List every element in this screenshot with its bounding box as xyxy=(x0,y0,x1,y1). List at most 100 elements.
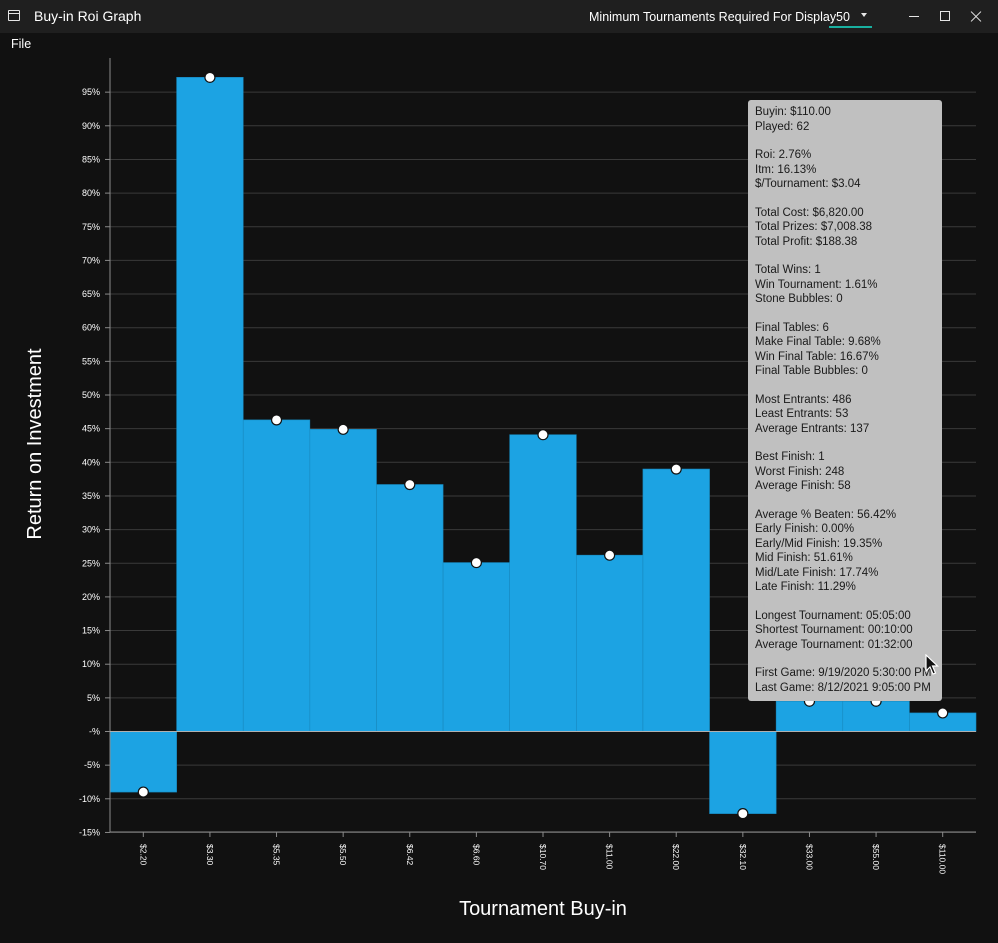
tooltip-spacer xyxy=(755,192,935,206)
tooltip-line: Make Final Table: 9.68% xyxy=(755,336,881,348)
maximize-icon[interactable] xyxy=(932,5,958,29)
x-tick-label: $6.60 xyxy=(471,844,481,866)
tooltip-line: Final Tables: 6 xyxy=(755,321,829,334)
point-marker xyxy=(537,429,549,441)
tooltip-line: Last Game: 8/12/2021 9:05:00 PM xyxy=(755,681,931,694)
tooltip-line: Total Prizes: $7,008.38 xyxy=(755,221,872,233)
tooltip-spacer xyxy=(755,379,935,393)
tooltip-spacer xyxy=(755,249,935,263)
tooltip-line: Longest Tournament: 05:05:00 xyxy=(755,609,911,622)
bar xyxy=(309,429,377,732)
tooltip-line: Total Profit: $188.38 xyxy=(755,235,858,248)
y-tick-label: 25% xyxy=(82,558,100,568)
y-tick-label: 70% xyxy=(82,255,100,265)
y-tick-label: 35% xyxy=(82,491,100,501)
y-tick-label: 85% xyxy=(82,154,100,164)
tooltip-line: Mid/Late Finish: 17.74% xyxy=(755,566,879,579)
point-marker xyxy=(204,71,216,83)
tooltip-line: Worst Finish: 248 xyxy=(755,465,845,478)
point-marker xyxy=(137,786,149,798)
tooltip-line: Total Wins: 1 xyxy=(755,264,821,276)
tooltip-line: Early Finish: 0.00% xyxy=(755,523,855,535)
bar xyxy=(109,731,177,793)
y-tick-label: 15% xyxy=(82,626,100,636)
x-axis-title: Tournament Buy-in xyxy=(459,898,627,920)
tick-labels: -15% -10% -5% -% 5% 10% 15% 20% 25% 30% 35% 40% 45% 5… xyxy=(79,87,948,874)
x-tick-label: $55.00 xyxy=(871,844,881,870)
tooltip-line: $/Tournament: $3.04 xyxy=(755,178,861,190)
y-axis-title: Return on Investment xyxy=(24,348,46,540)
axes xyxy=(105,58,976,837)
x-tick-label: $3.30 xyxy=(205,844,215,866)
x-tick-label: $32.10 xyxy=(738,844,748,870)
tooltip-line: Roi: 2.76% xyxy=(755,149,812,161)
tooltip-spacer xyxy=(755,595,935,609)
bar xyxy=(442,562,510,732)
tooltip-line: Best Finish: 1 xyxy=(755,451,825,463)
tooltip-spacer xyxy=(755,134,935,148)
tooltip-line: Average Entrants: 137 xyxy=(755,422,870,435)
bar xyxy=(709,731,777,814)
min-tournaments-value: 50 xyxy=(836,10,850,24)
y-tick-label: 75% xyxy=(82,222,100,232)
bar xyxy=(376,484,444,732)
minimize-icon[interactable] xyxy=(901,5,927,29)
bar xyxy=(176,77,244,732)
y-tick-label: 50% xyxy=(82,390,100,400)
tooltip-line: Itm: 16.13% xyxy=(755,163,817,176)
chevron-down-icon xyxy=(861,13,867,17)
bar xyxy=(509,434,577,732)
tooltip-line: Late Finish: 11.29% xyxy=(755,581,856,593)
x-tick-label: $10.70 xyxy=(538,844,548,870)
point-marker xyxy=(604,549,616,561)
y-tick-label: 60% xyxy=(82,323,100,333)
tooltip-line: Shortest Tournament: 00:10:00 xyxy=(755,624,913,636)
y-tick-label: 90% xyxy=(82,121,100,131)
tooltip-line: Early/Mid Finish: 19.35% xyxy=(755,537,883,550)
tooltip-line: Least Entrants: 53 xyxy=(755,408,849,420)
x-tick-label: $2.20 xyxy=(138,844,148,866)
x-tick-label: $22.00 xyxy=(671,844,681,870)
y-tick-label: 95% xyxy=(82,87,100,97)
y-tick-label: -10% xyxy=(79,794,100,804)
x-tick-label: $5.50 xyxy=(338,844,348,866)
title-bar: Buy-in Roi Graph Minimum Tournaments Req… xyxy=(0,0,998,33)
x-tick-label: $11.00 xyxy=(605,844,615,870)
y-tick-label: -% xyxy=(89,727,100,737)
x-tick-label: $6.42 xyxy=(405,844,415,866)
y-tick-label: 10% xyxy=(82,659,100,669)
x-tick-label: $110.00 xyxy=(938,844,948,874)
bars xyxy=(109,77,977,814)
tooltip-spacer xyxy=(755,436,935,450)
tooltip-line: Average % Beaten: 56.42% xyxy=(755,508,897,521)
window-title: Buy-in Roi Graph xyxy=(34,8,142,24)
point-marker xyxy=(737,808,749,820)
y-tick-label: 20% xyxy=(82,592,100,602)
point-marker xyxy=(470,556,482,569)
y-tick-label: 30% xyxy=(82,525,100,535)
x-tick-label: $33.00 xyxy=(804,844,814,870)
bar xyxy=(642,468,710,732)
tooltip-spacer xyxy=(755,494,935,508)
tooltip-line: Stone Bubbles: 0 xyxy=(755,293,843,305)
bar xyxy=(576,554,644,732)
bar xyxy=(242,419,311,732)
y-tick-label: 40% xyxy=(82,457,100,467)
tooltip-line: Average Finish: 58 xyxy=(755,480,851,492)
min-tournaments-label: Minimum Tournaments Required For Display xyxy=(589,10,837,24)
y-tick-label: -5% xyxy=(84,760,100,770)
point-marker xyxy=(404,478,416,491)
point-marker xyxy=(670,463,682,475)
y-tick-label: 5% xyxy=(87,693,100,703)
stats-tooltip: Buyin: $110.00 Played: 62 Roi: 2.76% Itm: 1… xyxy=(748,100,942,701)
tooltip-line: Most Entrants: 486 xyxy=(755,393,852,406)
x-tick-label: $5.35 xyxy=(272,844,282,866)
menu-file[interactable]: File xyxy=(11,37,32,51)
tooltip-line: Total Cost: $6,820.00 xyxy=(755,206,864,219)
min-tournaments-dropdown[interactable]: 50 xyxy=(829,6,872,28)
tooltip-line: Played: 62 xyxy=(755,120,810,133)
tooltip-spacer xyxy=(755,652,935,666)
y-tick-label: 55% xyxy=(82,356,100,366)
tooltip-spacer xyxy=(755,307,935,321)
tooltip-line: Win Tournament: 1.61% xyxy=(755,278,878,291)
